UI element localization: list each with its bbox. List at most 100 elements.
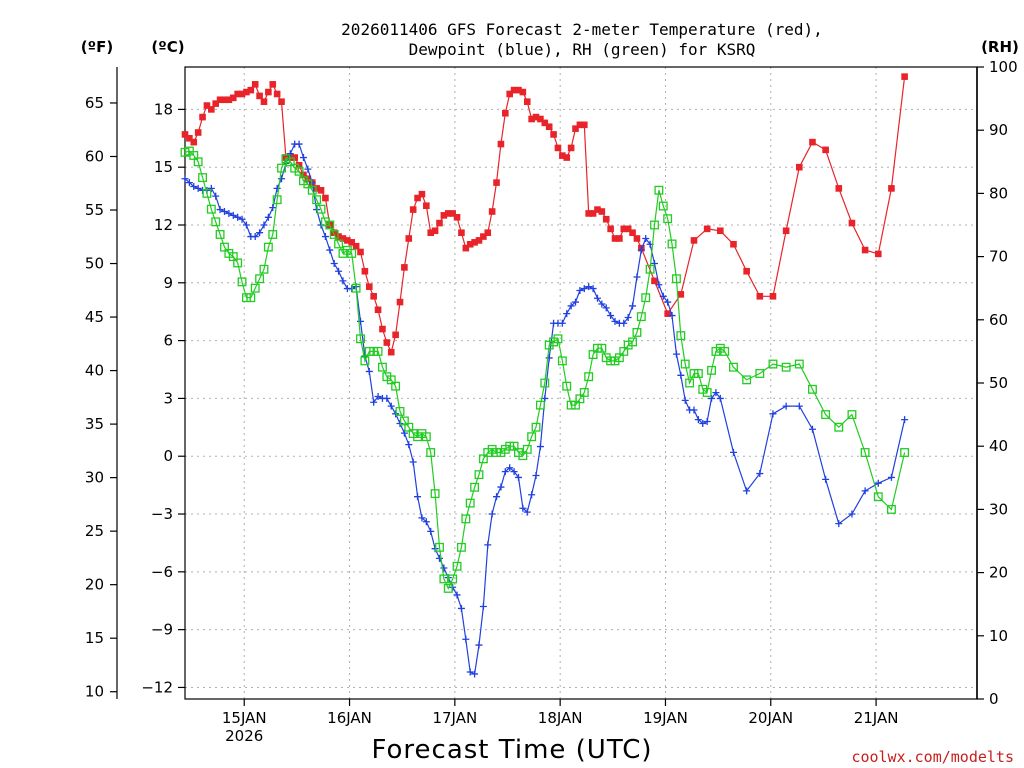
temperature-point <box>677 291 685 298</box>
rh-tick-label: 70 <box>989 248 1008 266</box>
temperature-point <box>269 81 277 88</box>
temperature-point <box>401 264 408 271</box>
fahrenheit-tick-label: 35 <box>85 415 104 433</box>
rh-point <box>720 346 730 356</box>
rh-point <box>360 356 370 366</box>
temperature-point <box>357 248 364 256</box>
rh-point <box>263 242 273 252</box>
temperature-point <box>769 292 777 300</box>
temperature-point <box>427 229 435 237</box>
dewpoint-point <box>598 300 606 308</box>
temperature-point <box>414 194 421 202</box>
rh-point <box>465 498 475 508</box>
time-tick-label: 20JAN <box>748 709 793 727</box>
temperature-point <box>374 306 382 314</box>
celsius-unit-label: (ºC) <box>151 38 184 56</box>
temperature-point <box>730 240 737 248</box>
rh-tick-label: 10 <box>989 627 1008 645</box>
temperature-point <box>493 179 500 186</box>
rh-point <box>316 204 326 214</box>
temperature-point <box>537 115 544 123</box>
temperature-point <box>405 235 413 242</box>
temperature-point <box>234 90 241 98</box>
temperature-point <box>484 229 492 237</box>
dewpoint-point <box>672 350 680 358</box>
dewpoint-point <box>607 312 615 320</box>
rh-point <box>540 378 550 388</box>
temperature-point <box>436 219 443 227</box>
celsius-tick-label: 15 <box>154 158 173 176</box>
temperature-point <box>515 86 522 94</box>
temperature-point <box>848 219 856 227</box>
plot-frame <box>184 66 978 700</box>
dewpoint-point <box>611 317 619 325</box>
temperature-point <box>256 92 263 100</box>
fahrenheit-tick-label: 60 <box>85 147 104 165</box>
temperature-point <box>888 185 895 192</box>
dewpoint-point <box>677 371 685 379</box>
temperature-point <box>532 113 540 121</box>
rh-point <box>794 359 804 369</box>
dewpoint-point <box>572 298 580 306</box>
rh-point <box>579 388 589 397</box>
dewpoint-point <box>466 668 474 676</box>
temperature-point <box>616 235 623 242</box>
temperature-point <box>901 73 908 80</box>
temperature-point <box>497 140 505 148</box>
temperature-line <box>184 76 906 355</box>
dewpoint-point <box>238 215 246 223</box>
rh-point <box>628 337 638 347</box>
temperature-point <box>181 131 189 138</box>
temperature-point <box>502 109 509 117</box>
rh-point <box>781 362 791 372</box>
dewpoint-point <box>471 670 479 678</box>
temperature-point <box>835 185 843 192</box>
rh-point <box>325 220 335 230</box>
dewpoint-point <box>536 443 544 451</box>
rh-point <box>522 444 532 454</box>
dewpoint-point <box>326 246 334 254</box>
temperature-point <box>260 98 268 105</box>
dewpoint-point <box>510 468 518 476</box>
temperature-point <box>431 227 439 235</box>
rh-point <box>312 195 322 205</box>
temperature-point <box>572 125 579 132</box>
temperature-point <box>703 225 711 233</box>
dewpoint-point <box>475 641 483 649</box>
rh-point <box>378 362 387 372</box>
temperature-point <box>620 225 628 233</box>
temperature-point <box>559 152 566 159</box>
dewpoint-point <box>251 233 259 241</box>
dewpoint-point <box>602 304 610 312</box>
credit-text: coolwx.com/modelts <box>851 748 1014 766</box>
rh-point <box>202 188 212 198</box>
temperature-point <box>664 310 671 317</box>
dewpoint-point <box>370 398 378 406</box>
temperature-point <box>563 154 571 161</box>
dewpoint-point <box>273 184 281 192</box>
rh-point <box>531 422 541 432</box>
dewpoint-point <box>514 473 522 481</box>
dewpoint-point <box>234 213 242 221</box>
temperature-point <box>453 213 461 221</box>
temperature-point <box>462 244 470 252</box>
rh-point <box>347 248 357 258</box>
dewpoint-point <box>699 419 707 427</box>
dewpoint-point <box>567 302 575 310</box>
temperature-point <box>756 292 764 300</box>
rh-tick-label: 80 <box>989 184 1008 202</box>
dewpoint-point <box>493 493 501 501</box>
fahrenheit-tick-label: 55 <box>85 201 104 219</box>
rh-point <box>452 561 462 571</box>
dewpoint-point <box>769 410 777 418</box>
rh-point <box>430 489 440 499</box>
dewpoint-point <box>642 234 650 242</box>
dewpoint-point <box>523 508 531 516</box>
time-tick-label: 17JAN <box>432 709 477 727</box>
celsius-tick-label: 9 <box>163 274 173 292</box>
rh-point <box>702 388 712 397</box>
temperature-point <box>550 131 557 138</box>
rh-point <box>729 362 738 372</box>
rh-point <box>307 185 317 195</box>
